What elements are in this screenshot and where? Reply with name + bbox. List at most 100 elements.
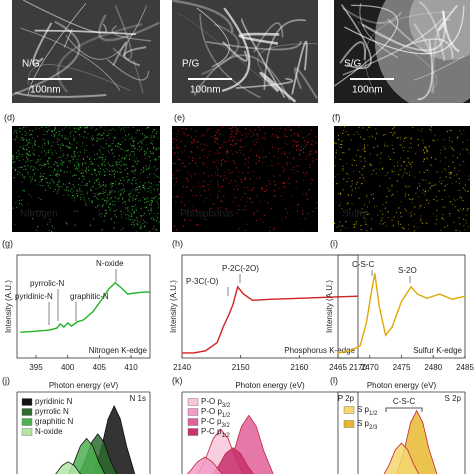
- map-dot: [137, 224, 139, 226]
- map-dot: [97, 205, 99, 207]
- map-dot: [128, 215, 130, 217]
- wrinkle: [413, 56, 465, 81]
- map-dot: [255, 162, 257, 164]
- map-dot: [173, 196, 175, 198]
- map-dot: [21, 199, 23, 201]
- map-dot: [63, 127, 65, 129]
- map-dot: [25, 144, 27, 146]
- map-dot: [410, 138, 412, 140]
- map-dot: [71, 197, 73, 199]
- map-dot: [302, 171, 304, 173]
- legend-label: N-oxide: [35, 427, 63, 436]
- map-dot: [16, 132, 18, 134]
- map-dot: [384, 145, 386, 147]
- map-dot: [194, 138, 196, 140]
- map-dot: [196, 146, 198, 148]
- map-dot: [195, 162, 197, 164]
- map-dot: [101, 134, 103, 136]
- x-axis-label: Photon energy (eV): [49, 381, 119, 390]
- map-dot: [114, 171, 116, 173]
- map-dot: [306, 198, 308, 200]
- map-dot: [259, 157, 261, 159]
- map-dot: [405, 186, 407, 188]
- map-dot: [118, 182, 120, 184]
- legend-name: graphitic N: [35, 417, 73, 426]
- map-dot: [358, 133, 360, 135]
- map-dot: [230, 144, 232, 146]
- map-dot: [142, 184, 144, 186]
- map-dot: [315, 150, 317, 152]
- wrinkle: [106, 58, 150, 81]
- map-dot: [21, 155, 23, 157]
- map-dot: [112, 142, 114, 144]
- map-dot: [140, 148, 142, 150]
- map-dot: [103, 132, 105, 134]
- map-dot: [42, 185, 44, 187]
- map-dot: [285, 130, 287, 132]
- map-dot: [173, 153, 175, 155]
- map-dot: [394, 132, 396, 134]
- map-dot: [49, 174, 51, 176]
- map-dot: [73, 155, 75, 157]
- map-dot: [442, 206, 444, 208]
- map-dot: [281, 147, 283, 149]
- map-dot: [32, 214, 34, 216]
- wrinkle: [111, 25, 152, 42]
- map-dot: [110, 187, 112, 189]
- map-dot: [129, 143, 131, 145]
- map-dot: [179, 159, 181, 161]
- map-dot: [237, 176, 239, 178]
- map-dot: [17, 173, 19, 175]
- map-dot: [22, 190, 24, 192]
- map-dot: [28, 173, 30, 175]
- map-dot: [128, 200, 130, 202]
- map-dot: [351, 203, 353, 205]
- map-dot: [121, 148, 123, 150]
- panel-tag: (f): [332, 112, 341, 122]
- map-dot: [137, 142, 139, 144]
- map-dot: [115, 197, 117, 199]
- map-dot: [102, 169, 104, 171]
- map-dot: [128, 218, 130, 220]
- map-dot: [56, 162, 58, 164]
- map-dot: [99, 148, 101, 150]
- map-dot: [264, 214, 266, 216]
- map-dot: [12, 156, 14, 158]
- map-dot: [135, 180, 137, 182]
- map-dot: [271, 135, 273, 137]
- map-dot: [205, 218, 207, 220]
- map-dot: [34, 180, 36, 182]
- map-dot: [124, 156, 126, 158]
- map-dots: [12, 126, 160, 233]
- map-dot: [425, 169, 427, 171]
- map-dot: [305, 145, 307, 147]
- map-dot: [12, 154, 14, 156]
- map-dot: [137, 220, 139, 222]
- legend-swatch: [187, 408, 199, 416]
- map-dot: [151, 209, 153, 211]
- map-dot: [155, 215, 157, 217]
- map-dot: [144, 202, 146, 204]
- map-dot: [303, 151, 305, 153]
- map-dot: [311, 150, 313, 152]
- map-dot: [118, 143, 120, 145]
- map-dot: [200, 195, 202, 197]
- wrinkle: [112, 41, 128, 66]
- map-dot: [119, 147, 121, 149]
- map-dot: [112, 148, 114, 150]
- map-dot: [245, 134, 247, 136]
- map-dot: [214, 135, 216, 137]
- map-dot: [97, 180, 99, 182]
- map-dot: [81, 172, 83, 174]
- map-dot: [130, 191, 132, 193]
- map-dot: [125, 134, 127, 136]
- map-dot: [135, 209, 137, 211]
- wrinkle: [294, 67, 318, 99]
- map-dot: [422, 222, 424, 224]
- map-dot: [26, 139, 28, 141]
- map-dot: [148, 181, 150, 183]
- map-dot: [336, 226, 338, 228]
- legend-label: graphitic N: [35, 417, 73, 426]
- map-dot: [398, 207, 400, 209]
- map-dot: [240, 138, 242, 140]
